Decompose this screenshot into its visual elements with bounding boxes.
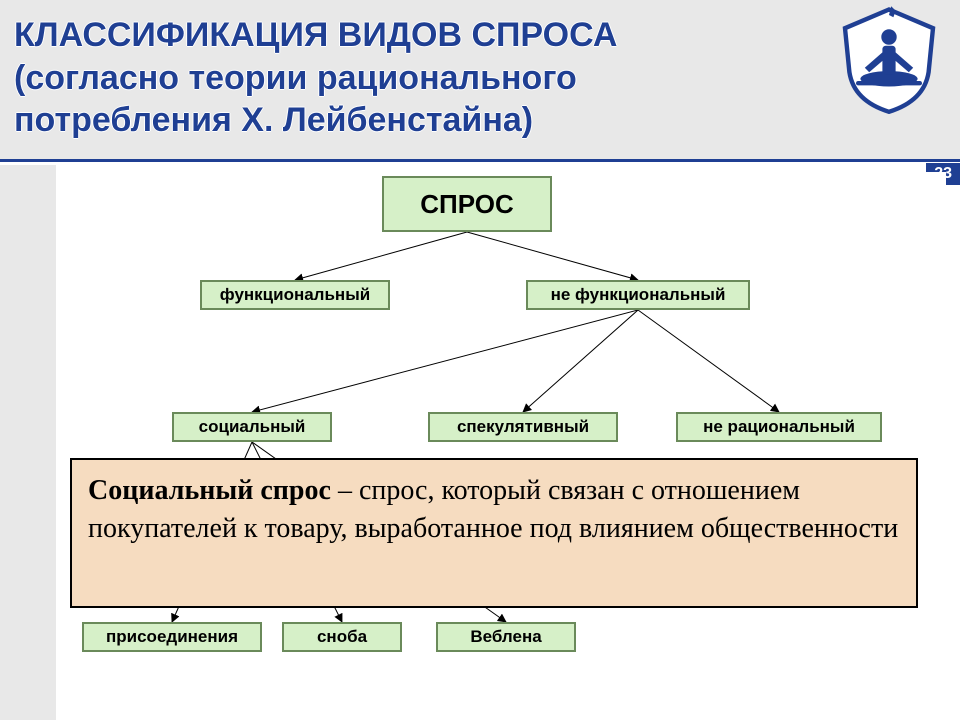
university-logo-icon (834, 4, 944, 114)
node-speculative: спекулятивный (428, 412, 618, 442)
callout-term: Социальный спрос (88, 475, 331, 506)
node-social: социальный (172, 412, 332, 442)
node-irrational: не рациональный (676, 412, 882, 442)
node-root: СПРОС (382, 176, 552, 232)
node-functional: функциональный (200, 280, 390, 310)
callout-separator: – (331, 475, 359, 506)
page-title: КЛАССИФИКАЦИЯ ВИДОВ СПРОСА (согласно тео… (14, 14, 694, 142)
node-nonfunctional: не функциональный (526, 280, 750, 310)
demand-classification-diagram: СПРОС функциональный не функциональный с… (56, 172, 946, 712)
definition-callout: Социальный спрос – спрос, который связан… (70, 458, 918, 608)
node-snob: сноба (282, 622, 402, 652)
node-veblen: Веблена (436, 622, 576, 652)
left-margin-band (0, 165, 56, 720)
node-join: присоединения (82, 622, 262, 652)
